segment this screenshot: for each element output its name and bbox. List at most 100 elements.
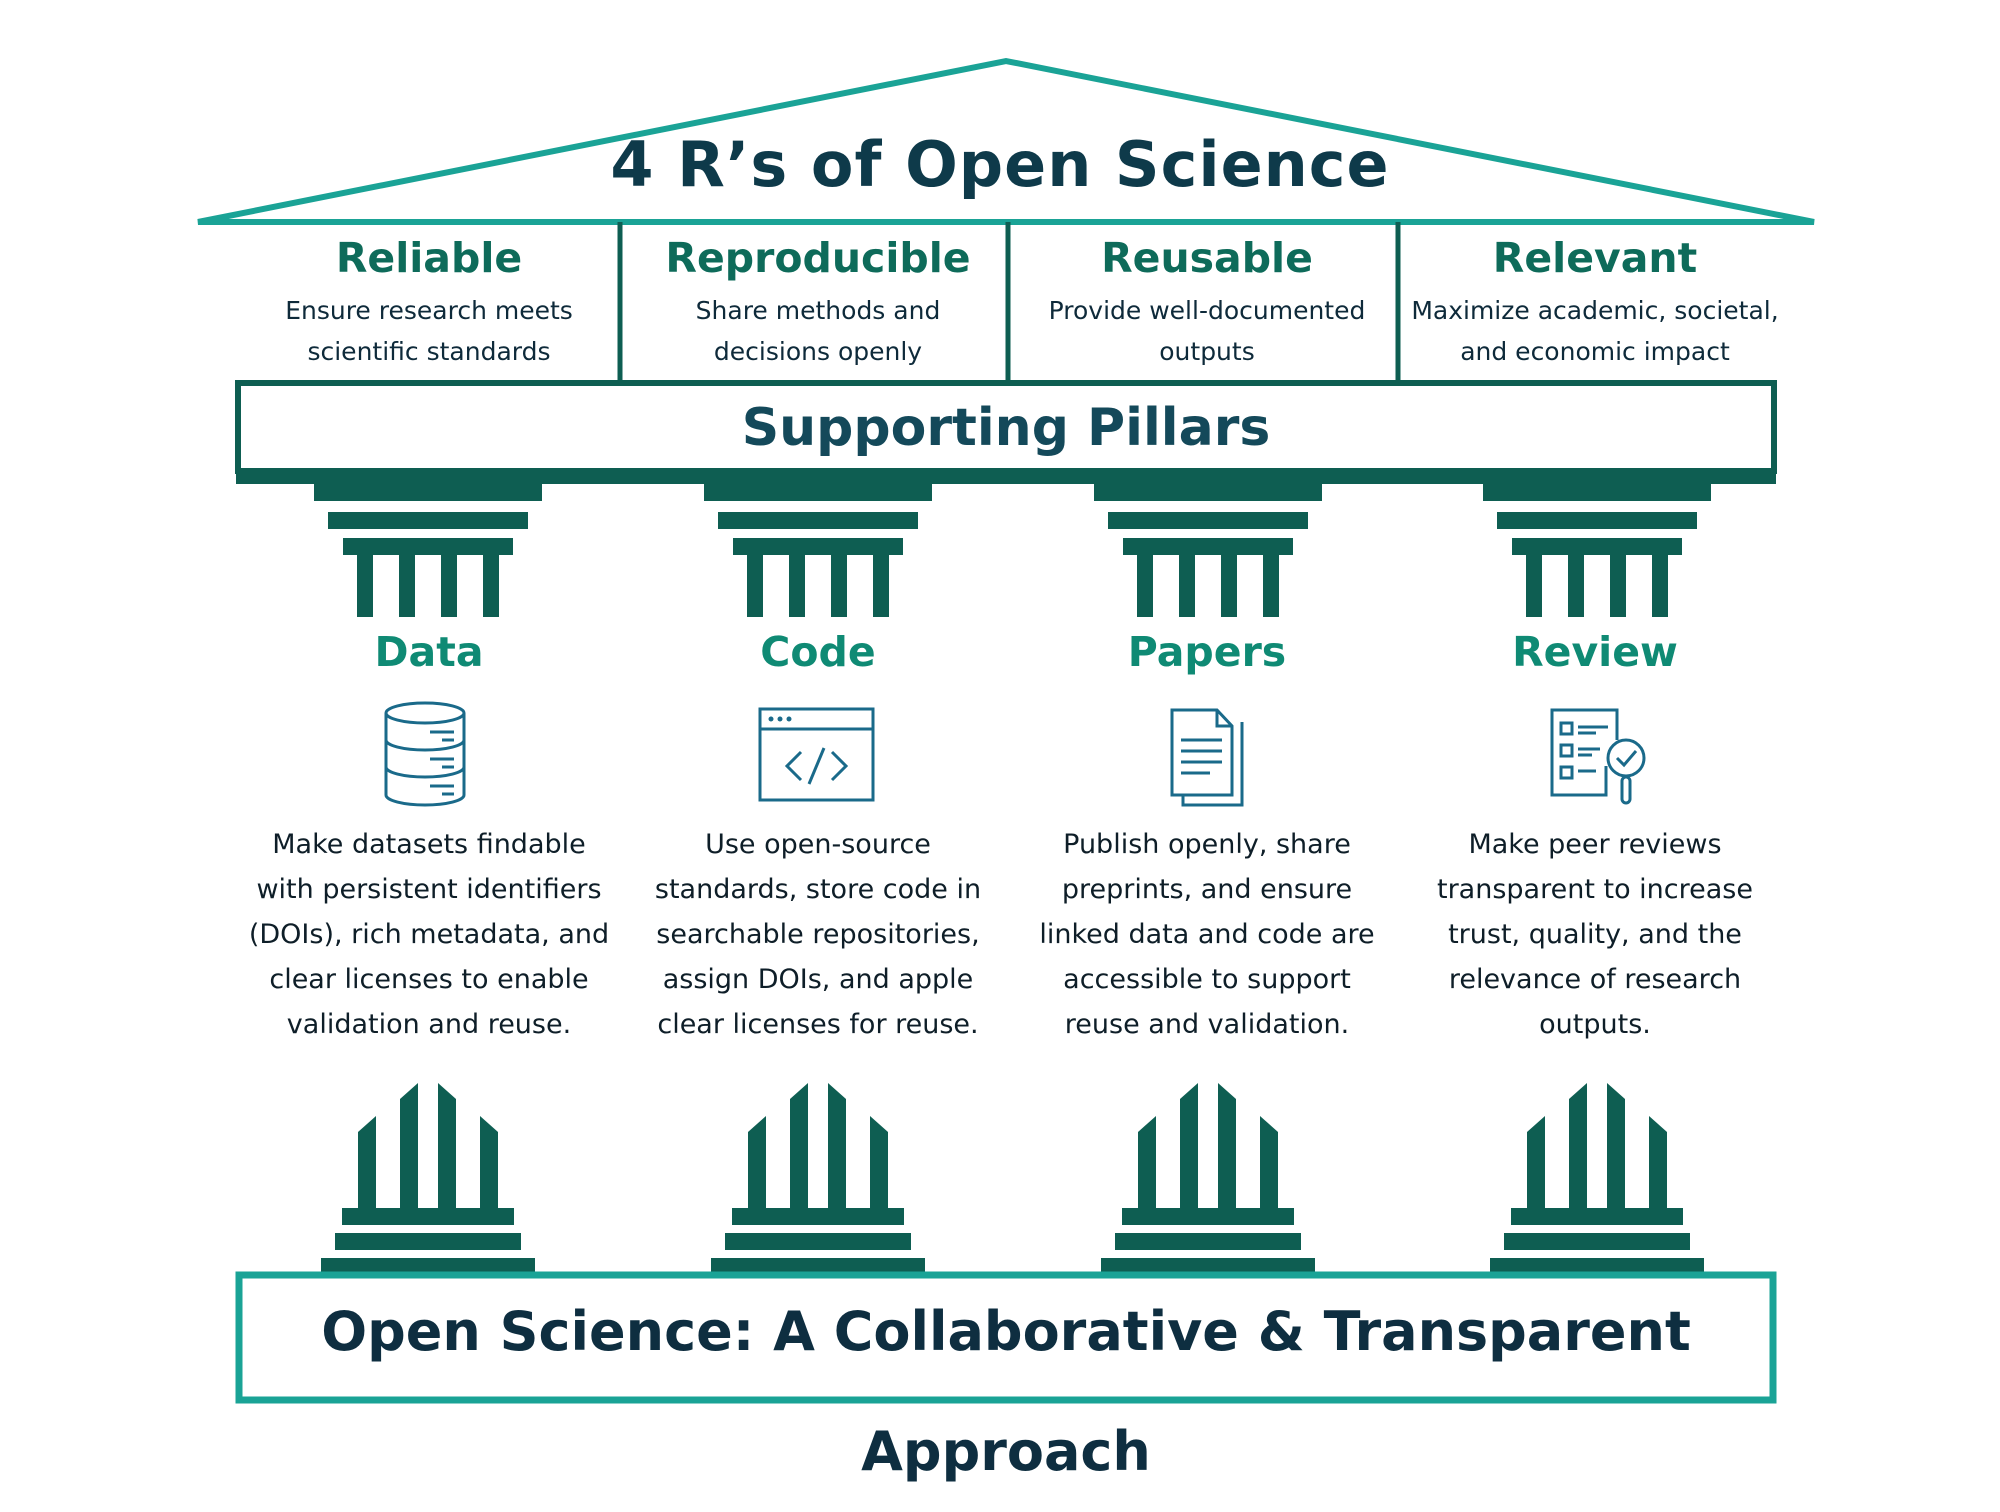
r-title: Reusable [1101,234,1313,282]
base-flute [1260,1116,1278,1208]
capital-flute [1179,555,1195,617]
capital-flute [747,555,763,617]
base-slab [1122,1208,1294,1225]
capital-flute [1652,555,1668,617]
capital-flute [831,555,847,617]
capital-flute [399,555,415,617]
description-line: clear licenses to enable [269,964,589,995]
r-description: Provide well-documented outputs [1014,290,1400,372]
r-title: Reliable [335,234,523,282]
roof-title: 4 R’s of Open Science [610,128,1390,201]
base-flute [1527,1116,1545,1208]
open-science-diagram: 4 R’s of Open Science Reliable Ensure re… [197,57,1815,1483]
capital-flute [1526,555,1542,617]
pillar-title-code: Code [760,628,876,676]
pillar-title-data: Data [374,628,484,676]
capital-flute [789,555,805,617]
base-flute [438,1083,456,1208]
capital-slab [1094,484,1322,501]
diagram-artwork [197,57,1815,1404]
base-flute [790,1083,808,1208]
capital-slab [1497,512,1697,529]
base-flute [828,1083,846,1208]
capital-flute [441,555,457,617]
base-flute [1607,1083,1625,1208]
description-line: accessible to support [1063,964,1351,995]
description-line: (DOIs), rich metadata, and [248,919,610,950]
capital-slab [1483,484,1711,501]
description-line: linked data and code are [1039,919,1375,950]
base-slab [732,1208,904,1225]
capital-slab [343,538,513,555]
r-reproducible: Reproducible Share methods and decisions… [625,222,1011,382]
description-line: transparent to increase [1437,874,1753,905]
capital-flute [1568,555,1584,617]
base-flute [1180,1083,1198,1208]
description-line: relevance of research [1448,964,1742,995]
description-line: validation and reuse. [286,1009,572,1040]
description-line: with persistent identifiers [256,874,602,905]
pillar-description-papers: Publish openly, share preprints, and ens… [1014,822,1400,1047]
base-slab [342,1208,514,1225]
base-slab [1504,1233,1690,1250]
r-reliable: Reliable Ensure research meets scientifi… [236,222,622,382]
base-flute [870,1116,888,1208]
r-relevant: Relevant Maximize academic, societal, an… [1402,222,1788,382]
capital-flute [483,555,499,617]
base-slab [725,1233,911,1250]
r-description-line: outputs [1159,337,1255,366]
capital-slab [718,512,918,529]
description-line: Make peer reviews [1468,829,1722,860]
document-icon [1170,708,1244,807]
pillar-description-code: Use open-source standards, store code in… [625,822,1011,1047]
description-line: Publish openly, share [1063,829,1351,860]
checklist-magnifier-icon [1550,708,1646,805]
base-slab [1101,1258,1315,1275]
pillar-title-papers: Papers [1127,628,1287,676]
base-flute [1218,1083,1236,1208]
r-title: Relevant [1492,234,1698,282]
r-description-line: decisions openly [713,337,923,366]
footer-title: Open Science: A Collaborative & Transpar… [321,1300,1691,1483]
base-slab [1490,1258,1704,1275]
code-window-icon [758,707,875,802]
description-line: outputs. [1539,1009,1651,1040]
base-slab [1115,1233,1301,1250]
pillar-title-review: Review [1512,628,1678,676]
pillar-description-review: Make peer reviews transparent to increas… [1402,822,1788,1047]
base-flute [1138,1116,1156,1208]
capital-flute [873,555,889,617]
base-slab [335,1233,521,1250]
description-line: clear licenses for reuse. [657,1009,979,1040]
base-flute [358,1116,376,1208]
description-line: Use open-source [705,829,931,860]
capital-flute [1137,555,1153,617]
r-reusable: Reusable Provide well-documented outputs [1014,222,1400,382]
r-description: Ensure research meets scientific standar… [236,290,622,372]
r-description-line: Provide well-documented [1048,296,1366,325]
description-line: assign DOIs, and apple [662,964,974,995]
base-slab [321,1258,535,1275]
capital-flute [357,555,373,617]
description-line: Make datasets findable [272,829,586,860]
description-line: preprints, and ensure [1061,874,1353,905]
base-flute [1649,1116,1667,1208]
footer-box [235,1271,1777,1404]
capital-slab [328,512,528,529]
supporting-pillars-banner [235,380,1777,474]
base-slab [711,1258,925,1275]
r-description: Maximize academic, societal, and economi… [1402,290,1788,372]
capital-slab [1123,538,1293,555]
base-flute [480,1116,498,1208]
description-line: reuse and validation. [1064,1009,1350,1040]
r-description-line: Ensure research meets [285,296,573,325]
capital-flute [1221,555,1237,617]
r-title: Reproducible [665,234,971,282]
description-line: trust, quality, and the [1448,919,1742,950]
pillar-capitals [314,484,1711,617]
capital-flute [1263,555,1279,617]
r-description-line: Share methods and [695,296,941,325]
pillar-bases [321,1083,1704,1275]
capital-slab [314,484,542,501]
base-flute [400,1083,418,1208]
